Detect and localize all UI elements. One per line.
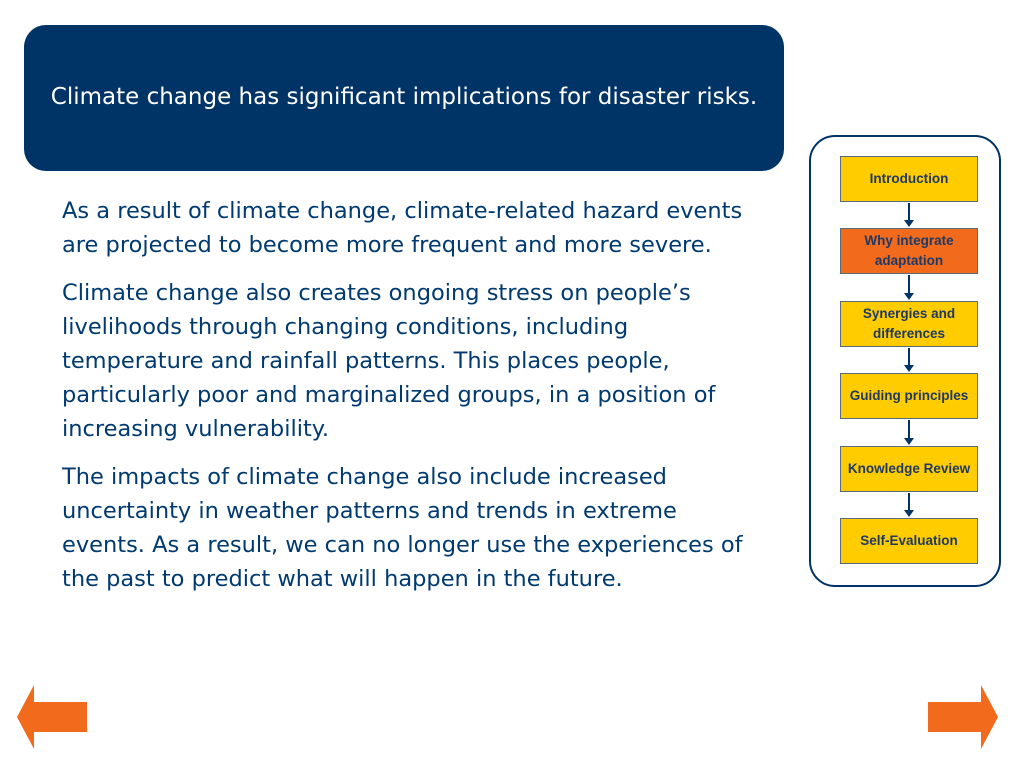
nav-item-label: Guiding principles (849, 388, 969, 403)
title-banner: Climate change has significant implicati… (24, 25, 784, 171)
nav-item-why-integrate-adaptation[interactable]: Why integrate adaptation (840, 228, 978, 274)
nav-connector (908, 203, 910, 220)
nav-item-label: Self-Evaluation (860, 533, 958, 548)
nav-item-label: Synergies and differences (862, 306, 956, 341)
paragraph-2: Climate change also creates ongoing stre… (62, 280, 716, 442)
nav-item-knowledge-review[interactable]: Knowledge Review (840, 446, 978, 492)
nav-connector-arrow (904, 438, 914, 445)
nav-connector-arrow (904, 293, 914, 300)
nav-connector-arrow (904, 365, 914, 372)
next-button[interactable] (928, 685, 998, 749)
page-title: Climate change has significant implicati… (50, 83, 758, 110)
nav-connector (908, 420, 910, 438)
arrow-right-icon (928, 685, 998, 749)
previous-button[interactable] (17, 685, 87, 749)
nav-connector-arrow (904, 220, 914, 227)
arrow-left-icon (17, 685, 87, 749)
paragraph-3: The impacts of climate change also inclu… (62, 464, 743, 592)
content-body: As a result of climate change, climate-r… (62, 194, 762, 610)
nav-item-guiding-principles[interactable]: Guiding principles (840, 373, 978, 419)
nav-item-self-evaluation[interactable]: Self-Evaluation (840, 518, 978, 564)
module-navigation-panel (809, 135, 1001, 587)
nav-item-label: Introduction (869, 171, 949, 186)
nav-connector (908, 493, 910, 510)
nav-item-introduction[interactable]: Introduction (840, 156, 978, 202)
nav-item-label: Knowledge Review (847, 461, 971, 476)
nav-item-synergies-and-differences[interactable]: Synergies and differences (840, 301, 978, 347)
nav-item-label: Why integrate adaptation (864, 233, 954, 268)
nav-connector (908, 275, 910, 293)
nav-connector (908, 348, 910, 365)
paragraph-1: As a result of climate change, climate-r… (62, 198, 743, 258)
nav-connector-arrow (904, 510, 914, 517)
